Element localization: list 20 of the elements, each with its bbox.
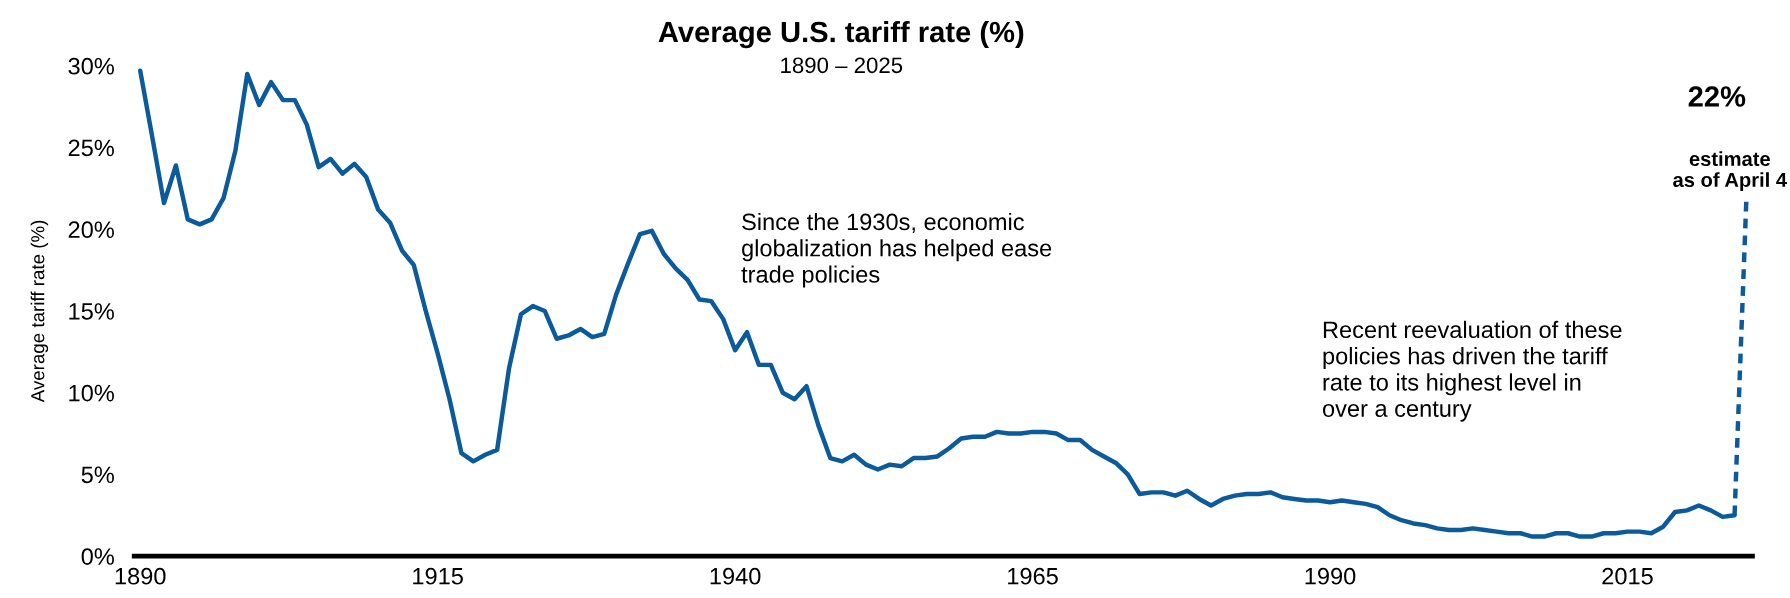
y-axis-title: Average tariff rate (%) — [30, 220, 49, 403]
y-tick-label: 10% — [69, 384, 114, 402]
x-tick-label: 1965 — [1008, 567, 1058, 585]
x-tick-label: 1890 — [115, 567, 166, 585]
chart-subtitle: 1890 – 2025 — [781, 57, 903, 74]
annotation: estimate as of April 4 — [1673, 151, 1787, 191]
x-tick-label: 1990 — [1305, 567, 1356, 585]
x-tick-label: 2015 — [1602, 567, 1653, 585]
x-tick-label: 1940 — [710, 567, 761, 585]
y-tick-label: 25% — [68, 139, 114, 157]
y-tick-label: 15% — [69, 303, 114, 320]
annotation: 22% — [1688, 86, 1746, 107]
y-tick-label: 30% — [68, 57, 114, 75]
annotation: Since the 1930s, economic globalization has helped ease trade policies — [741, 212, 1052, 288]
y-tick-label: 20% — [68, 221, 114, 239]
y-tick-label: 5% — [81, 466, 114, 484]
y-tick-label: 0% — [81, 548, 114, 565]
x-tick-label: 1915 — [413, 567, 463, 585]
chart-title: Average U.S. tariff rate (%) — [658, 20, 1024, 49]
annotation: Recent reevaluation of these policies has driven the tariff rate to its highest level in over a century — [1322, 320, 1622, 422]
